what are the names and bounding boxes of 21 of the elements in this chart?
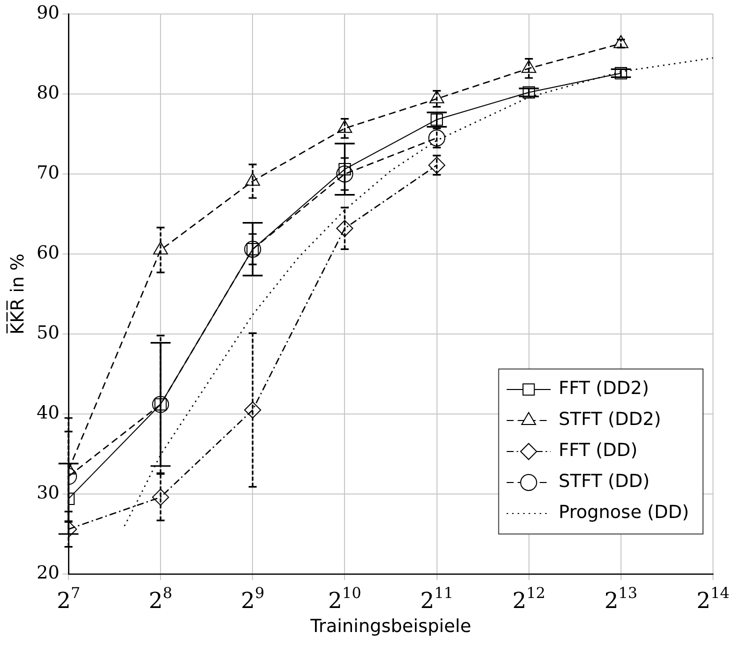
y-tick-label: 50 bbox=[36, 322, 60, 344]
point bbox=[614, 67, 628, 80]
point bbox=[522, 86, 536, 99]
point bbox=[336, 220, 354, 237]
point bbox=[244, 402, 262, 418]
legend-label: STFT (DD2) bbox=[558, 409, 662, 430]
y-tick-label: 90 bbox=[36, 2, 60, 24]
point bbox=[152, 488, 170, 506]
legend-label: FFT (DD2) bbox=[558, 378, 649, 400]
legend-label: FFT (DD) bbox=[558, 440, 638, 462]
y-tick-label: 70 bbox=[36, 162, 60, 184]
point bbox=[428, 156, 446, 174]
legend-label: Prognose (DD) bbox=[558, 502, 689, 524]
y-tick-label: 30 bbox=[36, 482, 60, 504]
y-tick-label: 20 bbox=[36, 562, 60, 584]
y-tick-label: 60 bbox=[36, 242, 60, 264]
legend-label: STFT (DD) bbox=[558, 471, 650, 492]
x-axis-title: Trainingsbeispiele bbox=[309, 616, 472, 637]
y-tick-label: 40 bbox=[36, 402, 60, 424]
y-tick-label: 80 bbox=[36, 82, 60, 104]
y-axis-title: K̅K̅R̅ in % bbox=[6, 253, 28, 335]
